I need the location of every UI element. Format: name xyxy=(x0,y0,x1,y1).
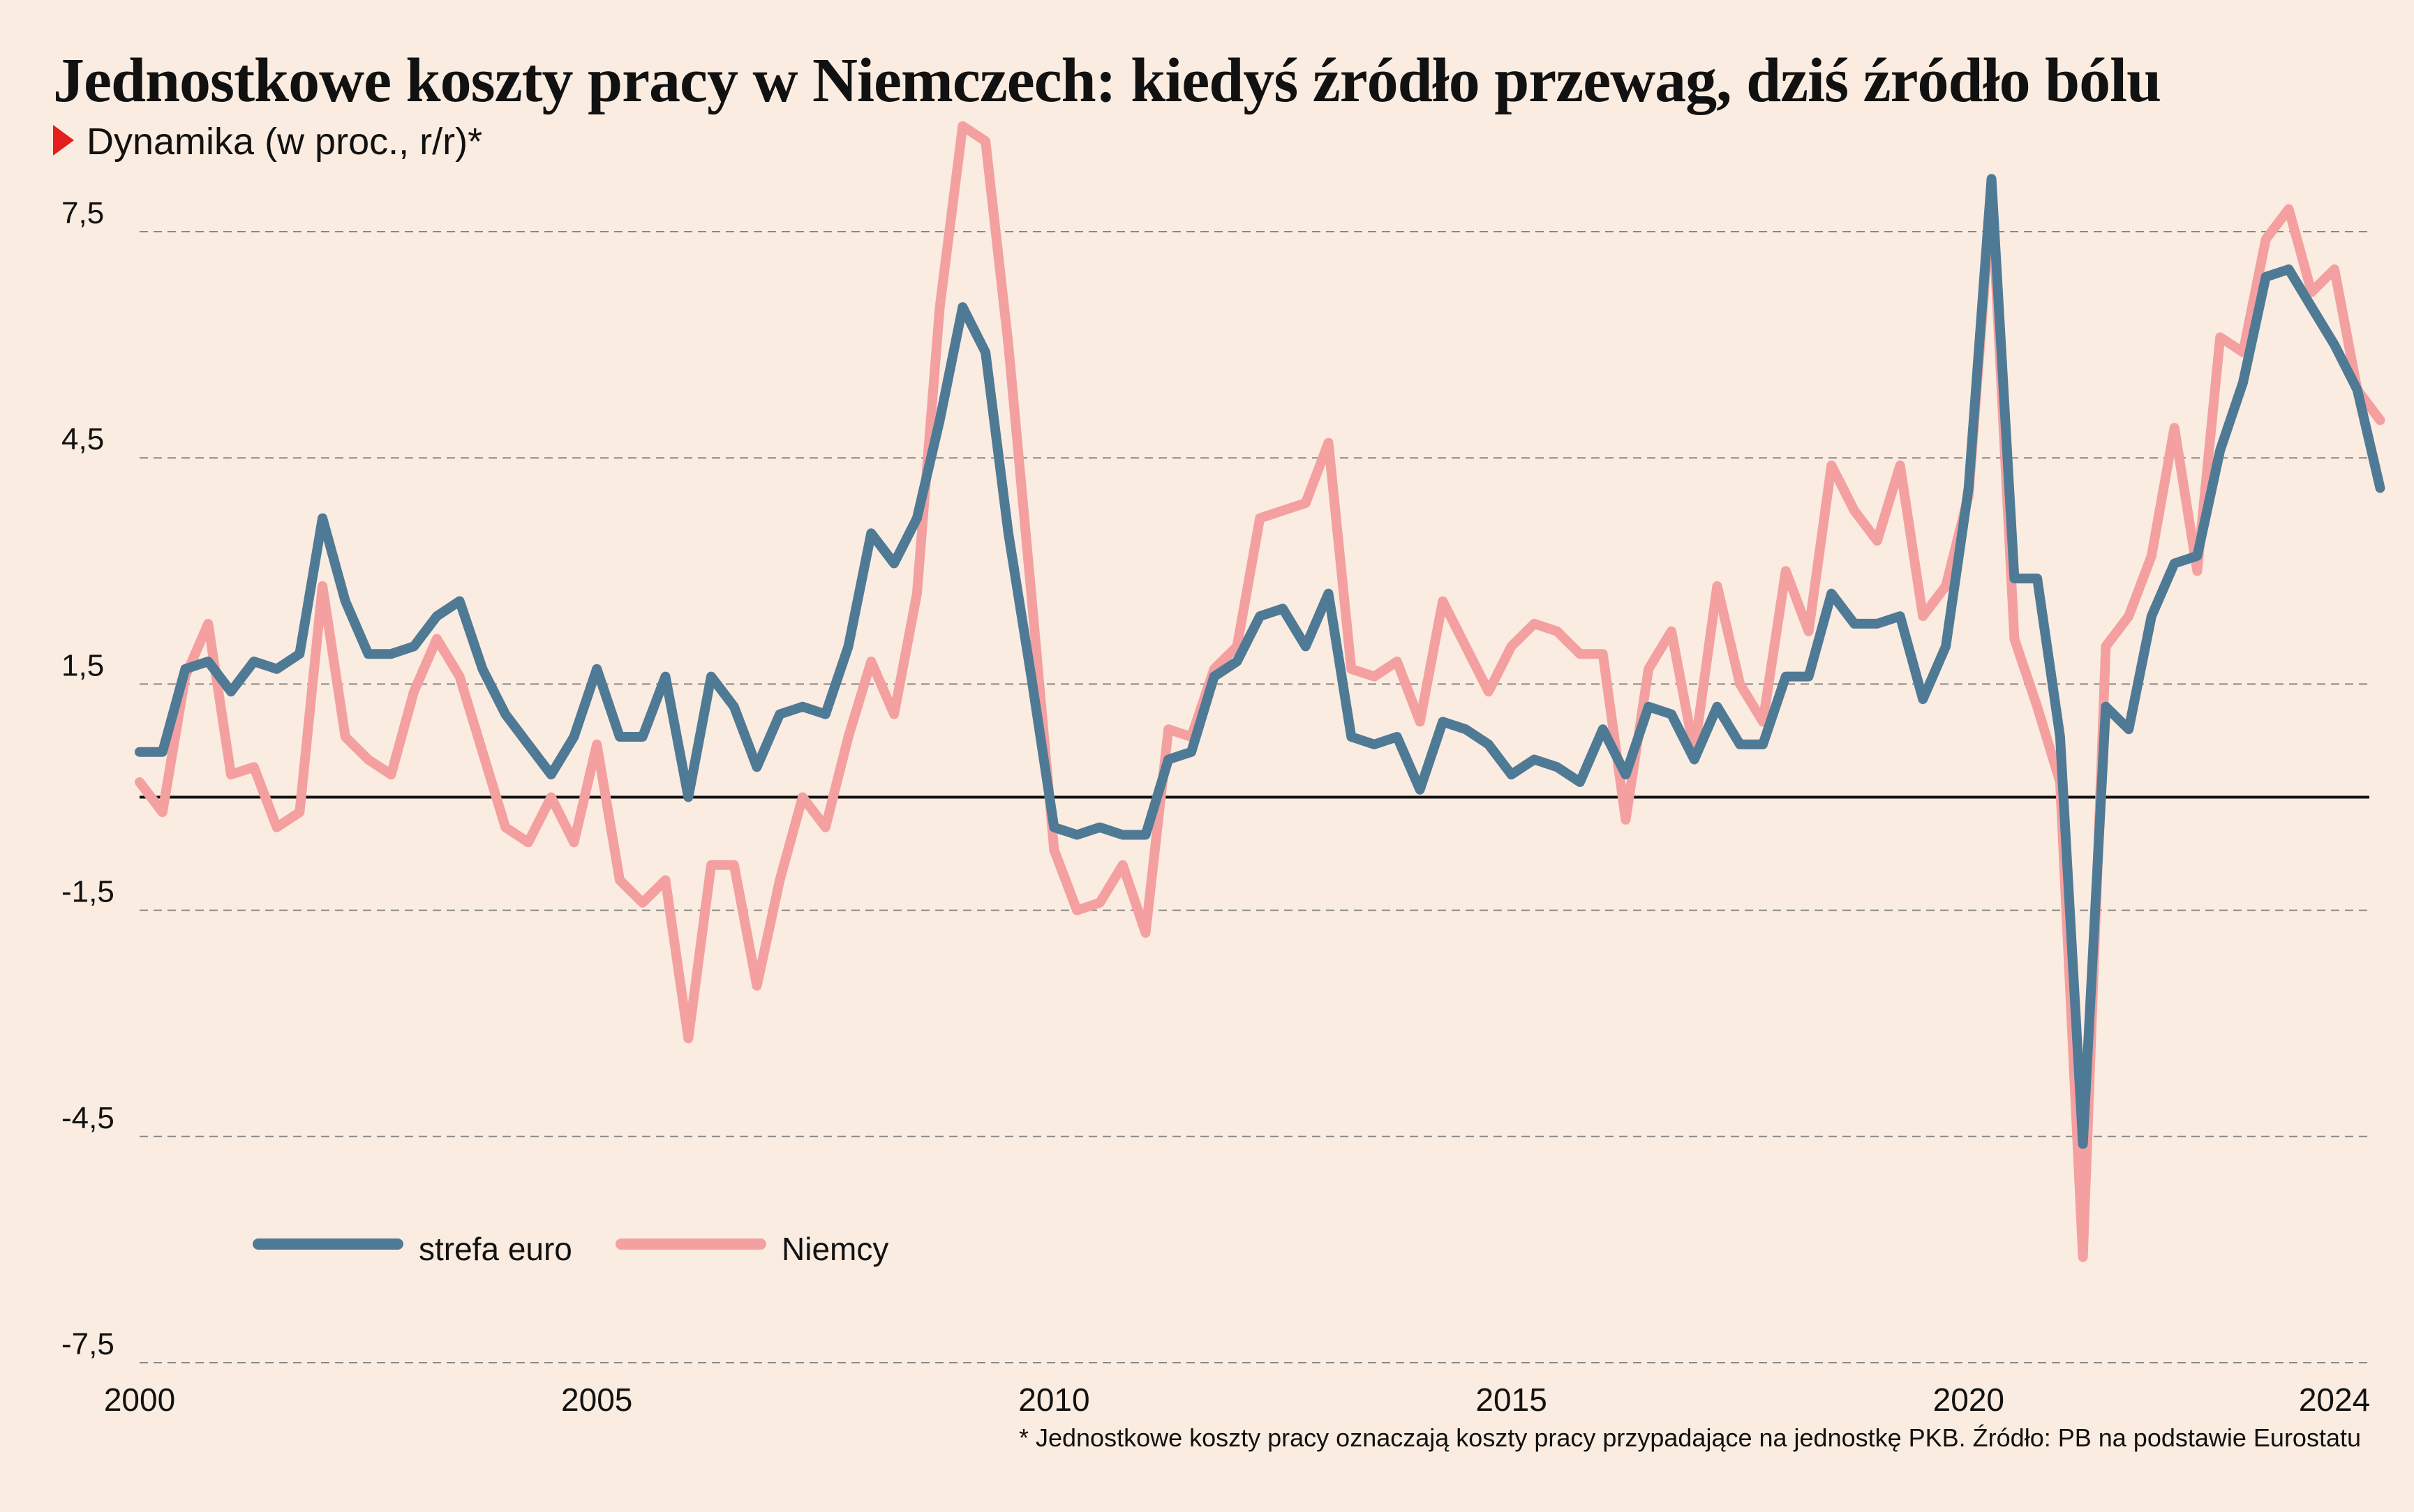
legend-label-1: Niemcy xyxy=(782,1231,888,1267)
x-tick-label: 2015 xyxy=(1475,1382,1547,1418)
x-tick-label: 2020 xyxy=(1933,1382,2004,1418)
x-tick-label: 2024 xyxy=(2299,1382,2370,1418)
footnote: * Jednostkowe koszty pracy oznaczają kos… xyxy=(1018,1423,2361,1452)
series-line-strefa-euro xyxy=(135,174,2385,1149)
y-tick-label: -4,5 xyxy=(61,1101,114,1135)
y-tick-label: -1,5 xyxy=(61,875,114,909)
subtitle-text: Dynamika (w proc., r/r)* xyxy=(87,121,483,163)
chart-title: Jednostkowe koszty pracy w Niemczech: ki… xyxy=(53,46,2161,115)
legend-label-0: strefa euro xyxy=(419,1231,572,1267)
y-tick-label: 7,5 xyxy=(61,196,104,230)
x-tick-label: 2010 xyxy=(1018,1382,1089,1418)
y-tick-label: -7,5 xyxy=(61,1327,114,1361)
x-tick-label: 2000 xyxy=(104,1382,175,1418)
y-axis-ticks: 7,5 4,5 1,5 -1,5 -4,5 -7,5 xyxy=(61,196,114,1361)
legend: strefa euro Niemcy xyxy=(253,1231,888,1267)
x-tick-label: 2005 xyxy=(561,1382,632,1418)
x-axis-ticks: 2000 2005 2010 2015 2020 2024 xyxy=(104,1382,2370,1418)
series-lines xyxy=(135,121,2385,1262)
gridlines xyxy=(140,231,2369,1363)
y-tick-label: 1,5 xyxy=(61,648,104,682)
chart-subtitle: Dynamika (w proc., r/r)* xyxy=(53,120,482,163)
series-line-niemcy xyxy=(135,121,2385,1262)
y-tick-label: 4,5 xyxy=(61,422,104,456)
triangle-marker-icon xyxy=(53,125,74,156)
